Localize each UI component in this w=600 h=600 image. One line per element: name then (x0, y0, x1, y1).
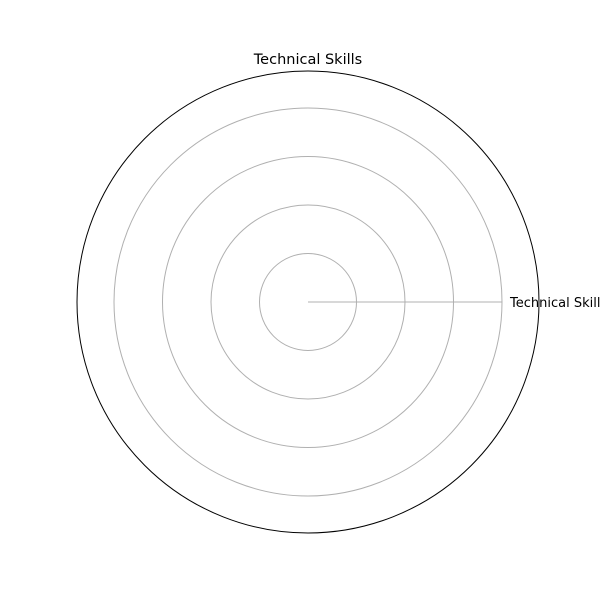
polar-frame (76, 70, 540, 534)
chart-title: Technical Skills (253, 52, 362, 68)
category-label: Technical Skills (509, 296, 600, 311)
